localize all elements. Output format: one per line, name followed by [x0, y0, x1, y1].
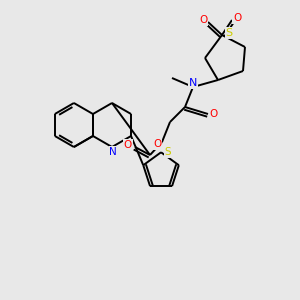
Text: S: S: [165, 147, 171, 157]
Text: O: O: [233, 13, 241, 23]
Text: O: O: [153, 139, 161, 149]
Text: N: N: [189, 78, 197, 88]
Text: O: O: [199, 15, 207, 25]
Text: N: N: [109, 147, 117, 157]
Text: O: O: [124, 140, 132, 150]
Text: S: S: [225, 28, 233, 38]
Text: O: O: [210, 109, 218, 119]
